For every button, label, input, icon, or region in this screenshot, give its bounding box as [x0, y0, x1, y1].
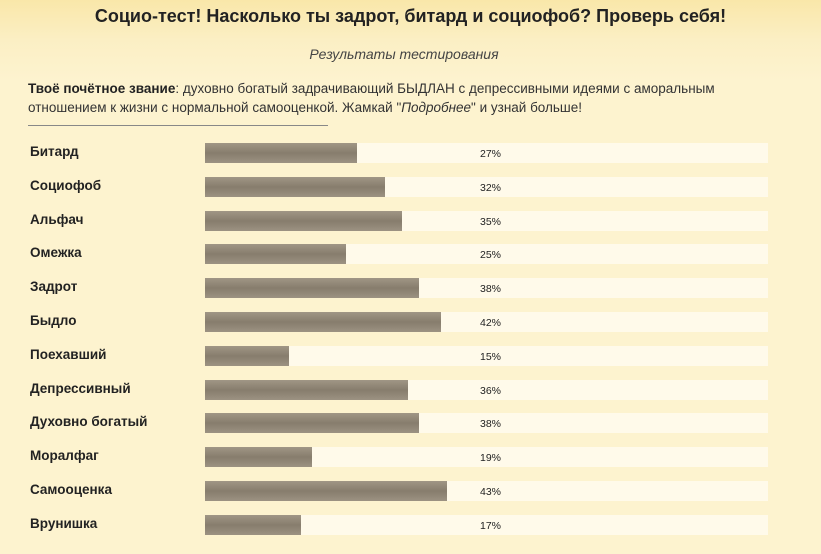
result-percent: 38%: [480, 418, 502, 430]
result-row: Моралфаг 19%: [0, 442, 821, 476]
result-label: Социофоб: [30, 178, 102, 193]
result-bar-track: 38%: [205, 413, 768, 433]
result-label: Врунишка: [30, 516, 98, 531]
result-description: Твоё почётное звание: духовно богатый за…: [28, 79, 788, 117]
result-bar-track: 17%: [205, 515, 768, 535]
result-label: Самооценка: [30, 482, 112, 497]
result-label: Моралфаг: [30, 448, 99, 463]
result-bar-track: 38%: [205, 278, 768, 298]
result-bar-track: 15%: [205, 346, 768, 366]
result-percent: 19%: [480, 452, 502, 464]
result-label: Депрессивный: [30, 381, 131, 396]
result-bar-fill: [205, 413, 419, 433]
result-bar-fill: [205, 481, 447, 501]
result-percent: 25%: [480, 249, 502, 261]
result-bar-fill: [205, 515, 301, 535]
result-bar-track: 42%: [205, 312, 768, 332]
results-subtitle: Результаты тестирования: [309, 46, 499, 62]
result-percent: 42%: [480, 317, 502, 329]
result-row: Альфач 35%: [0, 206, 821, 240]
result-bar-track: 43%: [205, 481, 768, 501]
result-bar-fill: [205, 211, 402, 231]
result-bar-fill: [205, 143, 357, 163]
result-row: Самооценка 43%: [0, 476, 821, 510]
result-percent: 27%: [480, 148, 502, 160]
result-percent: 32%: [480, 182, 502, 194]
result-row: Поехавший 15%: [0, 341, 821, 375]
result-label: Альфач: [30, 212, 84, 227]
result-bar-track: 19%: [205, 447, 768, 467]
details-link-text: Подробнее: [401, 100, 472, 115]
result-row: Социофоб 32%: [0, 172, 821, 206]
result-bar-track: 32%: [205, 177, 768, 197]
result-label: Задрот: [30, 279, 78, 294]
result-bar-track: 35%: [205, 211, 768, 231]
result-bar-fill: [205, 312, 441, 332]
result-bar-fill: [205, 278, 419, 298]
result-row: Задрот 38%: [0, 273, 821, 307]
result-bar-fill: [205, 177, 385, 197]
divider: [28, 125, 328, 126]
result-row: Духовно богатый 38%: [0, 408, 821, 442]
result-row: Быдло 42%: [0, 307, 821, 341]
result-percent: 38%: [480, 283, 502, 295]
result-label: Духовно богатый: [30, 414, 148, 429]
result-label: Быдло: [30, 313, 77, 328]
result-bar-fill: [205, 244, 346, 264]
result-row: Депрессивный 36%: [0, 375, 821, 409]
page-title: Социо-тест! Насколько ты задрот, битард …: [94, 6, 727, 26]
result-percent: 36%: [480, 385, 502, 397]
result-percent: 35%: [480, 216, 502, 228]
result-percent: 17%: [480, 520, 502, 532]
result-row: Врунишка 17%: [0, 510, 821, 544]
result-label: Поехавший: [30, 347, 107, 362]
result-row: Битард 27%: [0, 138, 821, 172]
result-bar-track: 36%: [205, 380, 768, 400]
rank-label: Твоё почётное звание: [28, 81, 176, 96]
result-bar-fill: [205, 346, 289, 366]
result-bar-track: 25%: [205, 244, 768, 264]
result-label: Битард: [30, 144, 79, 159]
result-bar-track: 27%: [205, 143, 768, 163]
description-tail: " и узнай больше!: [471, 100, 583, 115]
result-row: Омежка 25%: [0, 239, 821, 273]
result-label: Омежка: [30, 245, 82, 260]
result-bar-fill: [205, 380, 408, 400]
result-percent: 15%: [480, 351, 502, 363]
description-text: : духовно богатый задрачивающий БЫДЛАН с…: [28, 81, 715, 115]
result-bar-fill: [205, 447, 312, 467]
result-percent: 43%: [480, 486, 502, 498]
